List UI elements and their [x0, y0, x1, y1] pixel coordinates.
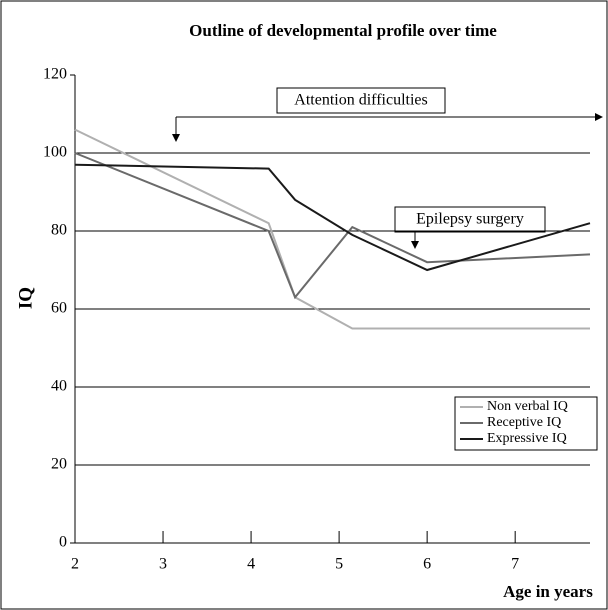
x-tick-label: 2	[71, 556, 79, 573]
y-axis-label: IQ	[15, 287, 36, 309]
series-line	[74, 152, 591, 300]
annotation: Epilepsy surgery	[416, 211, 524, 228]
x-tick-label: 3	[159, 556, 167, 573]
annotation: Attention difficulties	[294, 92, 427, 109]
x-tick-label: 4	[247, 556, 255, 573]
y-tick-label: 60	[51, 300, 67, 317]
y-tick-label: 80	[51, 222, 67, 239]
x-tick-label: 5	[335, 556, 343, 573]
chart-title: Outline of developmental profile over ti…	[189, 21, 497, 40]
x-tick-label: 6	[423, 556, 431, 573]
annotation-box	[276, 87, 446, 114]
y-tick-label: 120	[43, 66, 67, 83]
annotation-box	[394, 206, 546, 233]
x-tick-label: 7	[511, 556, 519, 573]
y-tick-label: 40	[51, 378, 67, 395]
legend-label: Expressive IQ	[487, 431, 567, 446]
legend-label: Receptive IQ	[487, 415, 561, 430]
y-tick-label: 100	[43, 144, 67, 161]
y-tick-label: 20	[51, 456, 67, 473]
series-line	[74, 163, 591, 272]
legend-label: Non verbal IQ	[487, 399, 568, 414]
x-axis-label: Age in years	[503, 582, 593, 601]
y-tick-label: 0	[59, 534, 67, 551]
